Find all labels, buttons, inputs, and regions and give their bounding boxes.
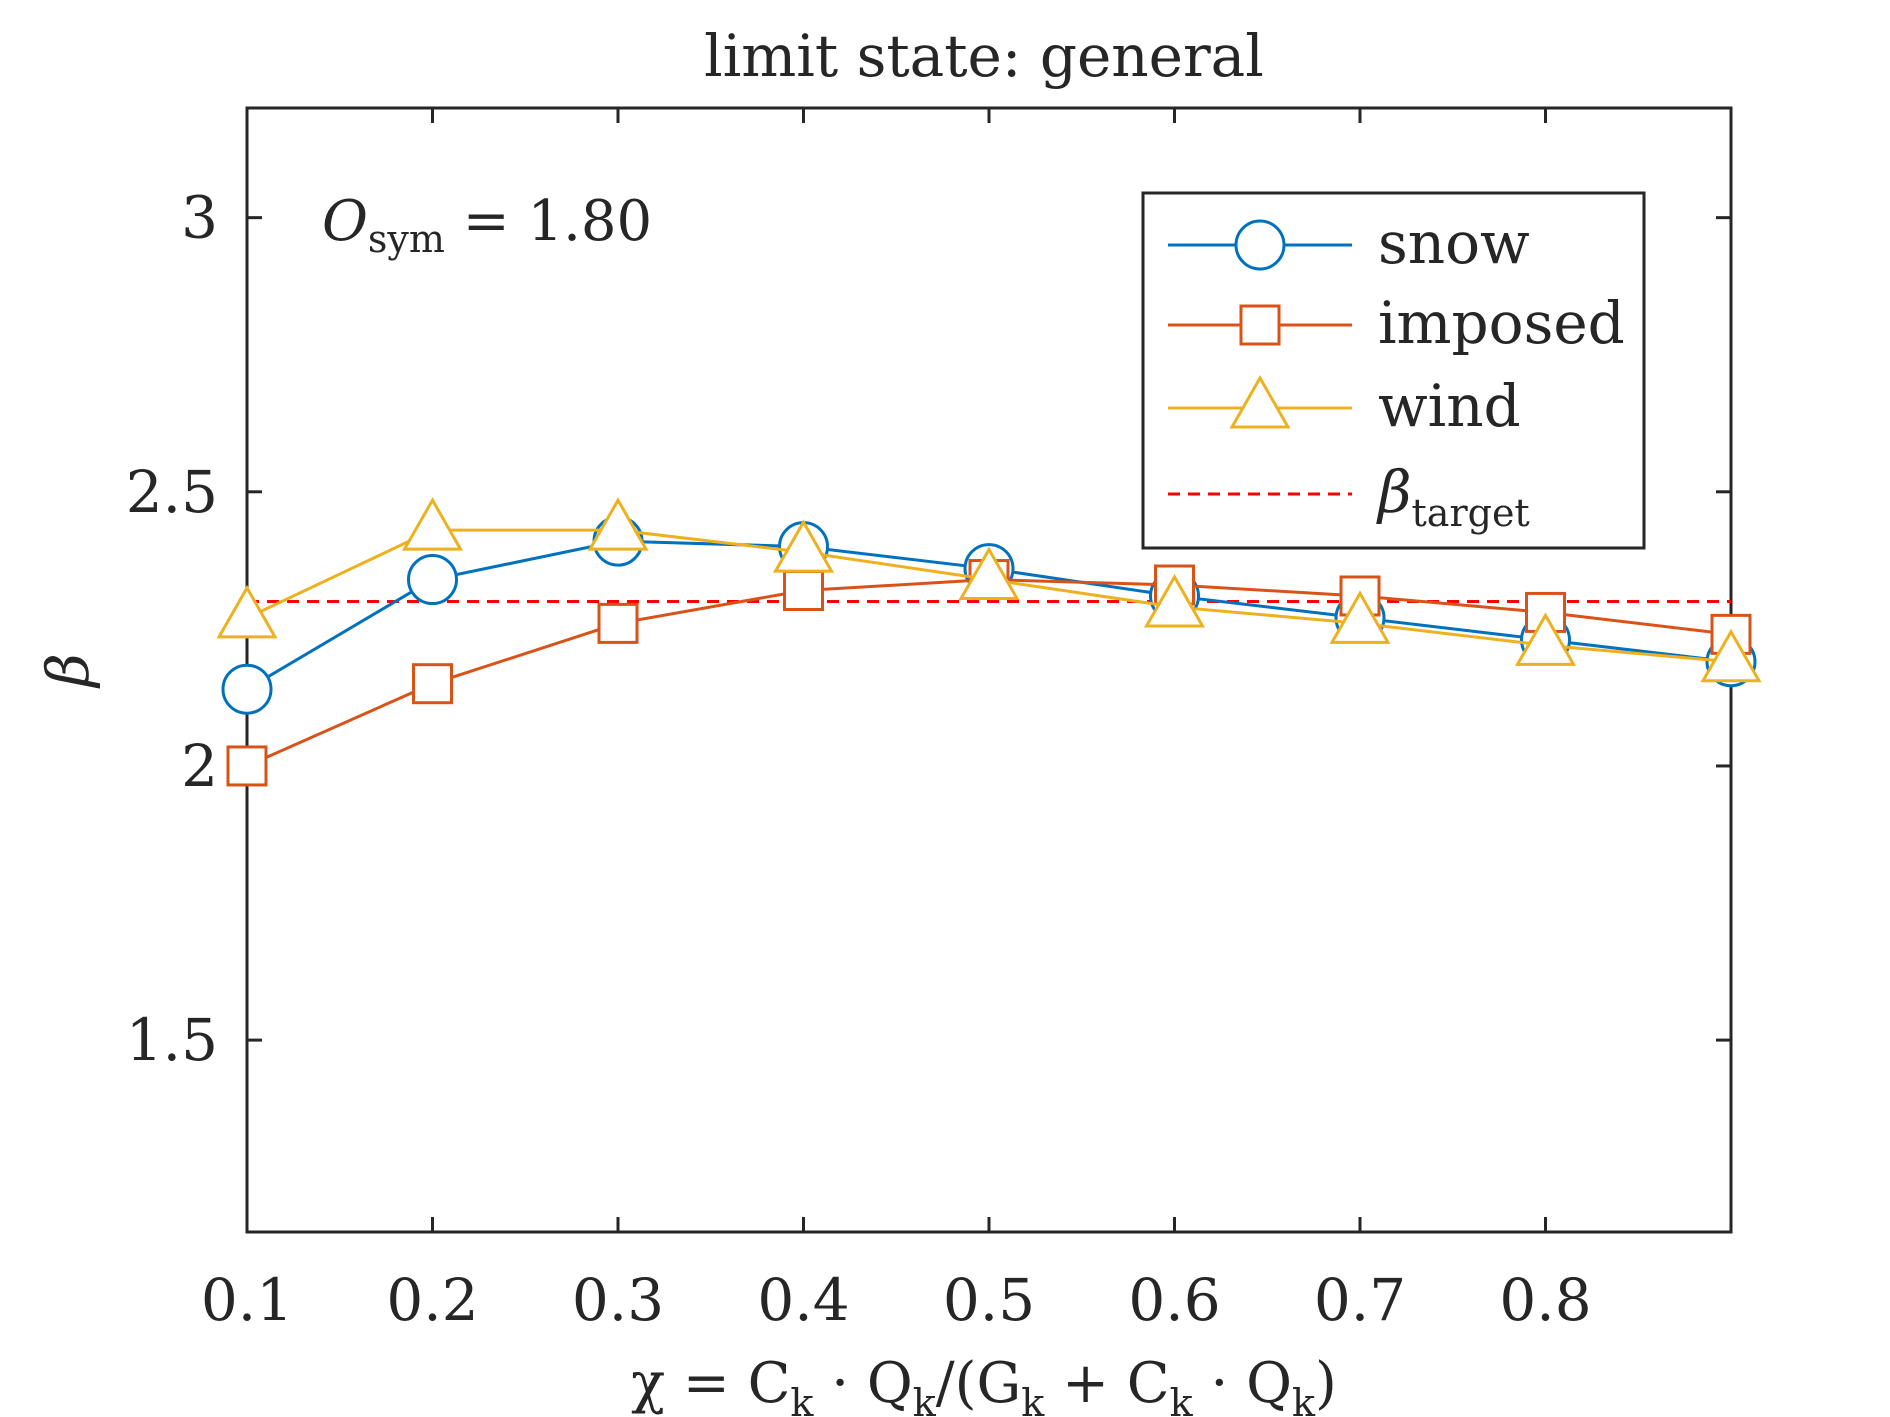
legend: snow imposed wind βtarget bbox=[1141, 191, 1646, 550]
legend-label-target: βtarget bbox=[1376, 458, 1530, 535]
point-marker bbox=[1239, 304, 1281, 346]
chart-title: limit state: general bbox=[704, 22, 1264, 90]
point-marker bbox=[1229, 374, 1291, 429]
x-tick-label: 0.6 bbox=[1128, 1266, 1220, 1334]
annotation-osym: Osym = 1.80 bbox=[322, 189, 652, 261]
x-tick-label: 0.4 bbox=[757, 1266, 849, 1334]
y-tick-label: 3 bbox=[181, 184, 218, 252]
point-marker bbox=[221, 663, 273, 715]
point-marker bbox=[1234, 219, 1286, 271]
x-tick-label: 0.8 bbox=[1499, 1266, 1591, 1334]
legend-label-imposed: imposed bbox=[1378, 289, 1625, 357]
annotation-subscript: sym bbox=[368, 217, 445, 261]
point-marker bbox=[226, 745, 268, 787]
annotation-value: = 1.80 bbox=[445, 189, 652, 254]
y-tick-label: 2 bbox=[181, 732, 218, 800]
point-marker bbox=[1329, 590, 1391, 644]
series-layer bbox=[216, 497, 1762, 787]
y-tick-label: 2.5 bbox=[126, 458, 218, 526]
point-marker bbox=[401, 497, 464, 551]
legend-box bbox=[1141, 191, 1646, 550]
series-wind bbox=[216, 497, 1762, 683]
x-axis: 0.1 0.2 0.3 0.4 0.5 0.6 0.7 0.8 bbox=[201, 108, 1592, 1334]
x-tick-label: 0.3 bbox=[572, 1266, 664, 1334]
point-marker bbox=[216, 584, 278, 639]
y-tick-label: 1.5 bbox=[126, 1006, 218, 1074]
x-tick-label: 0.1 bbox=[201, 1266, 293, 1334]
point-marker bbox=[783, 569, 824, 611]
point-marker bbox=[958, 546, 1020, 601]
point-marker bbox=[1514, 612, 1577, 666]
point-marker bbox=[1700, 628, 1762, 683]
x-axis-label: χ = Ck · Qk/(Gk + Ck · Qk) bbox=[631, 1351, 1337, 1417]
point-marker bbox=[1143, 573, 1206, 628]
annotation-symbol: O bbox=[322, 189, 368, 254]
point-marker bbox=[407, 554, 458, 606]
x-tick-label: 0.5 bbox=[943, 1266, 1035, 1334]
y-axis: 1.5 2 2.5 3 bbox=[126, 184, 1731, 1074]
x-tick-label: 0.7 bbox=[1314, 1266, 1406, 1334]
point-marker bbox=[772, 519, 835, 573]
legend-label-wind: wind bbox=[1378, 372, 1521, 440]
point-marker bbox=[587, 497, 649, 551]
legend-label-snow: snow bbox=[1378, 209, 1530, 277]
x-tick-label: 0.2 bbox=[386, 1266, 478, 1334]
y-axis-label: β bbox=[34, 653, 102, 689]
point-marker bbox=[412, 663, 453, 705]
point-marker bbox=[597, 602, 639, 644]
